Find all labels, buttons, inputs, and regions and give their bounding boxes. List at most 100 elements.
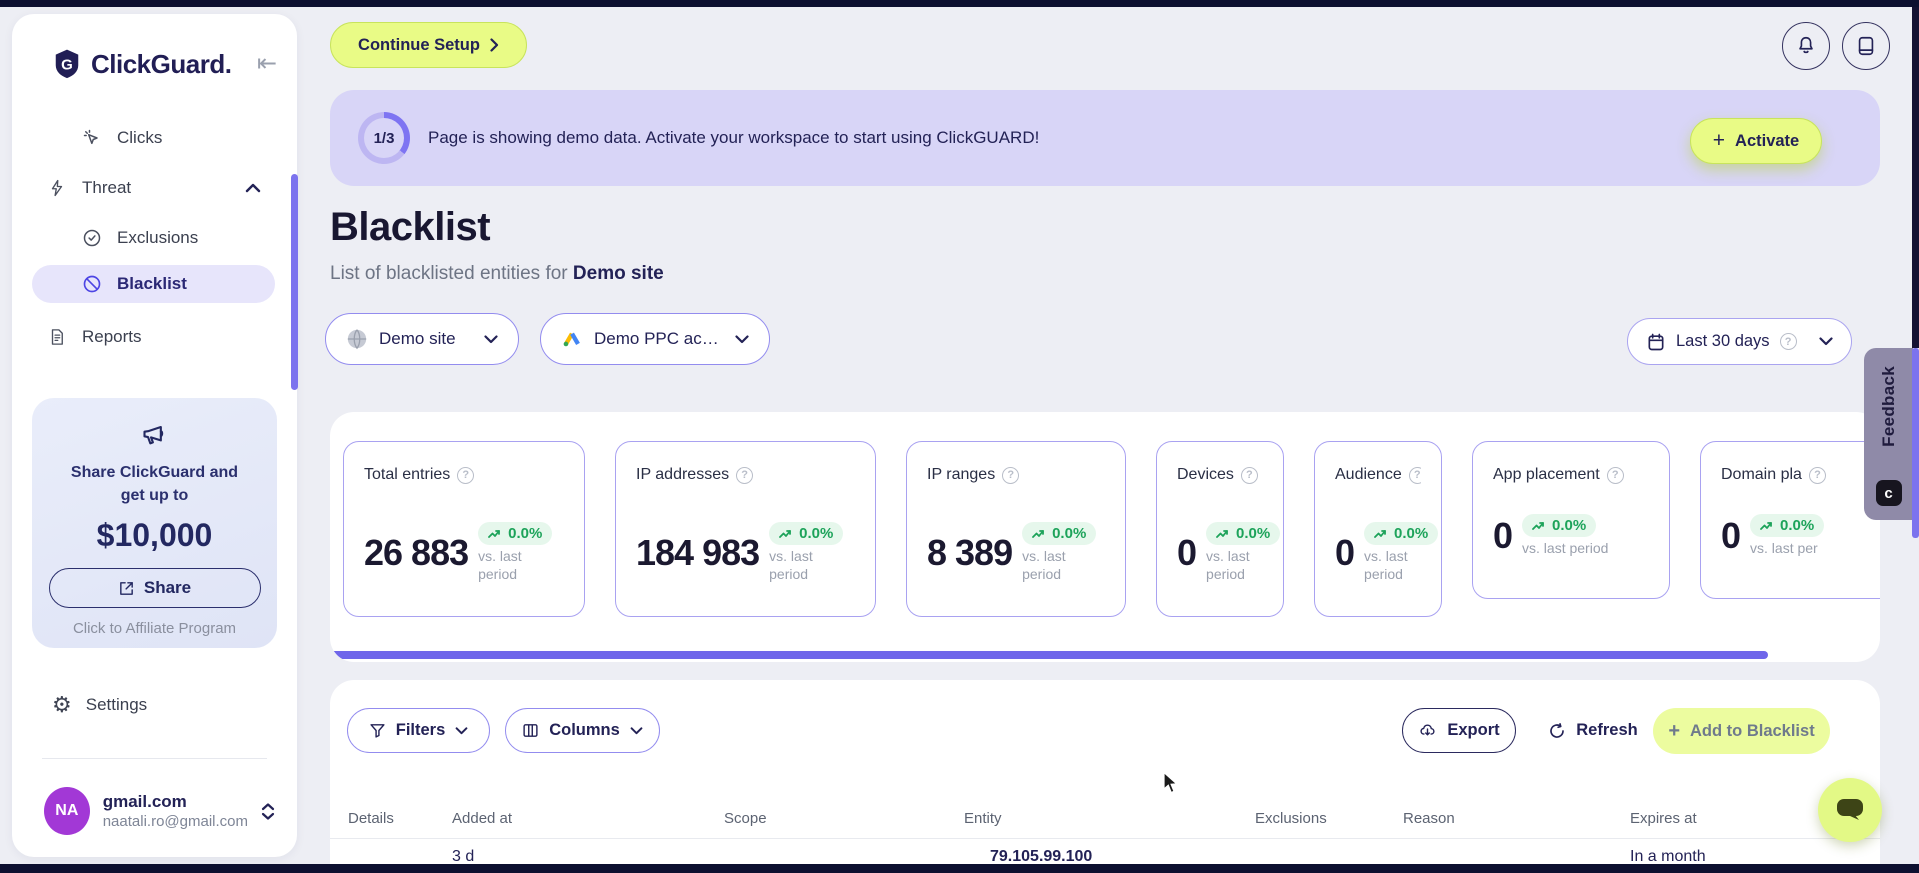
vs-last-period-label: vs. last period	[769, 548, 813, 582]
sidebar-item-settings[interactable]: ⚙ Settings	[52, 687, 147, 723]
stat-label: Devices	[1177, 466, 1234, 483]
help-icon[interactable]: ?	[457, 466, 475, 484]
trend-up-icon	[488, 529, 501, 538]
notifications-button[interactable]	[1782, 22, 1830, 70]
sidebar-item-blacklist[interactable]: Blacklist	[32, 265, 275, 303]
stats-panel: Total entries? 26 883 0.0% vs. last peri…	[330, 412, 1880, 662]
stat-card-ip-ranges: IP ranges? 8 389 0.0% vs. last period	[906, 441, 1126, 617]
sidebar-item-threat[interactable]: Threat	[32, 169, 275, 207]
feedback-tab[interactable]: Feedback c	[1864, 348, 1913, 520]
clickguard-logo-icon: G	[52, 48, 82, 80]
chevron-down-icon	[630, 726, 643, 735]
ppc-account-selector[interactable]: Demo PPC ac…	[540, 313, 770, 365]
stat-label: Total entries	[364, 466, 451, 483]
page-subtitle: List of blacklisted entities for Demo si…	[330, 263, 664, 284]
column-header-scope[interactable]: Scope	[724, 810, 767, 827]
docs-icon	[1855, 35, 1877, 57]
trend-up-icon	[1216, 529, 1228, 538]
sidebar-scrollbar[interactable]	[291, 174, 298, 390]
column-header-added-at[interactable]: Added at	[452, 810, 513, 827]
add-to-blacklist-button[interactable]: + Add to Blacklist	[1653, 708, 1830, 754]
chevron-down-icon	[484, 334, 498, 344]
column-header-entity[interactable]: Entity	[964, 810, 1002, 827]
chevron-right-icon	[490, 38, 499, 52]
vs-last-period-label: vs. last period	[1364, 548, 1408, 582]
chevron-up-icon[interactable]	[245, 183, 261, 193]
help-icon: ?	[1779, 333, 1797, 350]
stat-card-app-placement: App placement? 0 0.0% vs. last period	[1472, 441, 1670, 599]
refresh-button[interactable]: Refresh	[1538, 708, 1648, 753]
date-range-value: Last 30 days	[1676, 332, 1770, 350]
vs-last-period-label: vs. last period	[1022, 548, 1066, 582]
columns-button[interactable]: Columns	[505, 708, 660, 753]
share-button[interactable]: Share	[48, 568, 261, 609]
export-button[interactable]: Export	[1402, 708, 1516, 753]
continue-setup-button[interactable]: Continue Setup	[330, 22, 527, 68]
sidebar: G ClickGuard. ⇤ Clicks Threat Exclusio	[12, 14, 298, 857]
trend-up-icon	[1374, 529, 1386, 538]
chat-launcher-button[interactable]	[1818, 778, 1882, 842]
stat-value: 0	[1177, 531, 1197, 573]
site-selector-value: Demo site	[379, 329, 456, 348]
lightning-icon	[46, 178, 68, 198]
delta-badge: 0.0%	[1206, 522, 1281, 545]
help-icon[interactable]: ?	[736, 466, 754, 484]
delta-badge: 0.0%	[478, 522, 553, 545]
sidebar-item-clicks[interactable]: Clicks	[32, 119, 275, 157]
right-scrollbar-thumb[interactable]	[1912, 348, 1919, 538]
help-icon[interactable]: ?	[1002, 466, 1020, 484]
column-header-expires-at[interactable]: Expires at	[1630, 810, 1697, 827]
right-scrollbar-track[interactable]	[1912, 7, 1919, 348]
account-switcher[interactable]: NA gmail.com naatali.ro@gmail.com	[44, 786, 275, 836]
affiliate-share-panel[interactable]: Share ClickGuard and get up to $10,000 S…	[32, 398, 277, 648]
date-range-selector[interactable]: Last 30 days ?	[1627, 318, 1852, 365]
activate-button[interactable]: + Activate	[1690, 118, 1822, 164]
stat-card-ip-addresses: IP addresses? 184 983 0.0% vs. last peri…	[615, 441, 876, 617]
blacklist-table-panel: Filters Columns Export Refresh	[330, 680, 1880, 864]
help-icon[interactable]: ?	[1606, 466, 1624, 484]
demo-data-banner: 1/3 Page is showing demo data. Activate …	[330, 90, 1880, 186]
stat-value: 184 983	[636, 531, 760, 573]
sidebar-item-label: Threat	[82, 178, 132, 197]
external-link-icon	[118, 580, 135, 597]
column-header-details[interactable]: Details	[348, 810, 394, 827]
sidebar-divider	[42, 758, 267, 759]
cell-expires-at: In a month	[1630, 848, 1706, 864]
ppc-selector-value: Demo PPC ac…	[594, 329, 719, 348]
stats-horizontal-scrollbar[interactable]	[330, 651, 1768, 659]
help-icon[interactable]: ?	[1808, 466, 1826, 484]
delta-badge: 0.0%	[1522, 514, 1597, 537]
feedback-label: Feedback	[1878, 366, 1898, 447]
plus-icon: +	[1668, 719, 1680, 742]
column-header-reason[interactable]: Reason	[1403, 810, 1455, 827]
table-divider	[330, 838, 1880, 839]
stat-value: 8 389	[927, 531, 1013, 573]
chevron-down-icon	[455, 726, 468, 735]
stat-label: Audience	[1335, 466, 1402, 483]
table-row[interactable]: 3 d 79.105.99.100 In a month	[330, 848, 1880, 864]
stat-value: 26 883	[364, 531, 469, 573]
delta-badge: 0.0%	[769, 522, 844, 545]
gear-icon: ⚙	[52, 692, 72, 717]
trend-up-icon	[1760, 521, 1772, 530]
stat-card-audience: Audience? 0 0.0% vs. last period	[1314, 441, 1442, 617]
chevron-up-down-icon	[261, 802, 275, 820]
docs-button[interactable]	[1842, 22, 1890, 70]
site-selector[interactable]: Demo site	[325, 313, 519, 365]
sidebar-item-reports[interactable]: Reports	[32, 318, 275, 356]
stat-label: Domain pla	[1721, 466, 1802, 483]
badge-check-icon	[81, 228, 103, 248]
sidebar-collapse-icon[interactable]: ⇤	[256, 50, 277, 77]
help-icon[interactable]: ?	[1240, 466, 1258, 484]
top-edge-strip	[0, 0, 1919, 7]
sidebar-item-exclusions[interactable]: Exclusions	[32, 219, 275, 257]
filters-button[interactable]: Filters	[347, 708, 490, 753]
sidebar-item-label: Exclusions	[117, 228, 199, 247]
sidebar-item-label: Reports	[82, 327, 142, 346]
vs-last-period-label: vs. last per	[1750, 540, 1818, 556]
help-icon[interactable]: ?	[1408, 466, 1421, 484]
bell-icon	[1795, 35, 1817, 57]
banner-message: Page is showing demo data. Activate your…	[428, 128, 1040, 147]
column-header-exclusions[interactable]: Exclusions	[1255, 810, 1327, 827]
